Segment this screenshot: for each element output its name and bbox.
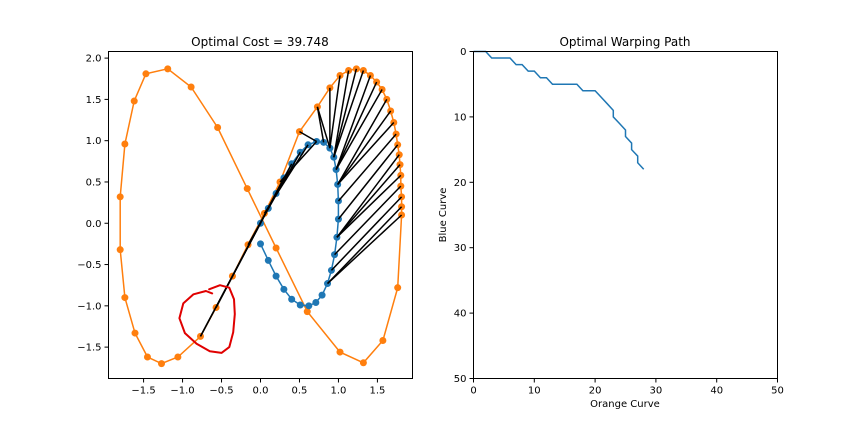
- blue-curve-point: [280, 285, 288, 293]
- y-tick-label: 1.0: [86, 136, 102, 147]
- cost-chart-panel: Optimal Cost = 39.748 −1.5 −1.0 −0.5 0.0 0.5…: [77, 35, 413, 397]
- warping-path-frame: [473, 51, 778, 379]
- x-tick-label: 0.0: [253, 386, 269, 397]
- x-tick-label: 50: [771, 386, 784, 397]
- y-tick-label: 40: [454, 309, 467, 320]
- y-tick-label: 50: [454, 374, 467, 385]
- orange-curve-line-continuation: [119, 67, 403, 365]
- orange-curve-point: [142, 70, 150, 78]
- red-annotation-circle: [178, 284, 236, 354]
- y-tick-label: 0: [460, 47, 466, 58]
- alignment-line: [335, 81, 378, 170]
- x-tick-label: −1.0: [170, 386, 194, 397]
- orange-curve-point: [359, 359, 367, 367]
- blue-curve-line: [259, 140, 340, 307]
- warping-path-line: [473, 50, 645, 170]
- alignment-line: [326, 206, 403, 285]
- orange-curve-point: [174, 353, 182, 361]
- blue-curve-point: [305, 302, 313, 310]
- orange-curve-point: [187, 83, 195, 91]
- orange-curve-point: [164, 65, 172, 73]
- alignment-line: [299, 130, 317, 143]
- alignment-line: [336, 154, 400, 238]
- orange-curve-point: [116, 246, 124, 254]
- warping-path-title: Optimal Warping Path: [559, 35, 690, 49]
- x-tick-label: 20: [589, 386, 602, 397]
- x-tick-label: 1.0: [330, 386, 346, 397]
- orange-curve-point: [214, 123, 222, 131]
- blue-curve-point: [318, 291, 326, 299]
- alignment-line: [316, 106, 331, 149]
- x-tick-label: 40: [710, 386, 723, 397]
- alignment-line: [337, 110, 392, 185]
- orange-curve-point: [379, 337, 387, 345]
- x-tick-label: −1.5: [131, 386, 155, 397]
- x-tick-label: 0: [470, 386, 476, 397]
- warping-path-panel: Optimal Warping Path 0 10 20 30 40 5001020304…: [438, 35, 784, 410]
- orange-curve-point: [121, 140, 129, 148]
- alignment-line: [333, 70, 365, 158]
- orange-curve-point: [243, 185, 251, 193]
- alignment-line: [329, 75, 341, 149]
- alignment-line: [337, 144, 399, 220]
- orange-curve-point: [336, 348, 344, 356]
- blue-curve-point: [257, 240, 264, 248]
- alignment-line: [336, 164, 401, 238]
- cost-chart-frame: [108, 51, 413, 379]
- blue-curve-point: [288, 295, 296, 303]
- alignment-line: [337, 133, 397, 202]
- alignment-line: [263, 144, 309, 214]
- alignment-line: [334, 185, 402, 256]
- y-tick-label: −1.5: [77, 343, 101, 354]
- x-tick-label: −0.5: [209, 386, 233, 397]
- cost-chart-plot-area: −1.5 −1.0 −0.5 0.0 0.5 1.0 1.5 2.0 1.5 1.0 0.5 0.0 −…: [77, 54, 406, 397]
- orange-curve-point: [131, 329, 139, 337]
- orange-curve-point: [130, 97, 138, 105]
- orange-curve-point: [272, 244, 280, 252]
- cost-chart-title: Optimal Cost = 39.748: [191, 35, 329, 49]
- alignment-line: [333, 68, 358, 158]
- y-tick-label: −0.5: [77, 260, 101, 271]
- alignment-line: [337, 99, 388, 185]
- x-tick-label: 1.5: [369, 386, 385, 397]
- alignment-line: [335, 89, 383, 170]
- x-tick-label: 30: [650, 386, 663, 397]
- alignment-line: [337, 122, 395, 185]
- alignment-line: [336, 174, 402, 238]
- alignment-line: [279, 141, 318, 183]
- x-tick-label: 10: [528, 386, 541, 397]
- y-tick-label: 0.0: [86, 219, 102, 230]
- warping-path-x-axis-label: Orange Curve: [590, 399, 660, 410]
- warping-path-y-axis-label: Blue Curve: [438, 188, 449, 243]
- y-tick-label: 0.5: [86, 177, 102, 188]
- orange-curve-point: [394, 284, 402, 292]
- x-tick-label: 0.5: [292, 386, 308, 397]
- blue-curve-point: [272, 272, 280, 280]
- blue-curve-point: [312, 299, 320, 307]
- blue-curve-point: [296, 301, 304, 309]
- orange-curve-point: [116, 193, 124, 201]
- alignment-line: [327, 214, 403, 285]
- y-tick-label: 30: [454, 243, 467, 254]
- alignment-line: [335, 75, 372, 170]
- y-tick-label: 20: [454, 178, 467, 189]
- orange-curve-point: [158, 360, 166, 368]
- alignment-line: [333, 70, 350, 158]
- y-tick-label: 1.5: [86, 95, 102, 106]
- orange-curve-point: [121, 294, 129, 302]
- blue-curve-point: [264, 256, 272, 264]
- y-tick-label: 2.0: [86, 54, 102, 65]
- orange-curve-point: [303, 308, 311, 316]
- y-tick-label: −1.0: [77, 301, 101, 312]
- orange-curve-point: [143, 353, 151, 361]
- orange-curve-line: [199, 68, 403, 337]
- y-tick-label: 10: [454, 112, 467, 123]
- alignment-line: [330, 196, 403, 271]
